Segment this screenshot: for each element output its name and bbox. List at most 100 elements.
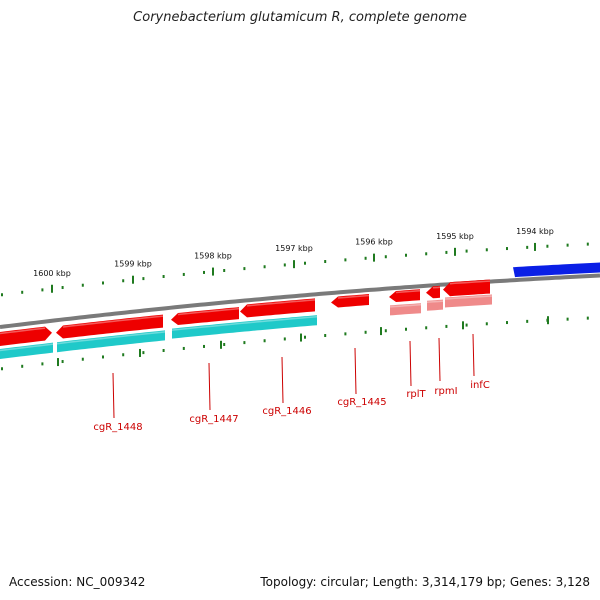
kbp-tick-label: 1597 kbp: [275, 244, 313, 253]
leader-line: [354, 347, 357, 395]
minor-tick: [203, 270, 205, 274]
gene-label[interactable]: infC: [470, 380, 490, 391]
minor-tick: [526, 319, 529, 323]
minor-tick: [102, 281, 104, 285]
major-tick: [380, 327, 382, 336]
major-tick: [373, 253, 375, 262]
rna-gene-track: [389, 294, 493, 316]
minor-tick: [324, 260, 327, 264]
minor-tick: [263, 339, 266, 343]
leader-line: [409, 340, 412, 387]
gene-label[interactable]: cgR_1447: [189, 414, 238, 425]
minor-tick: [364, 330, 367, 334]
minor-tick: [263, 265, 266, 269]
major-tick: [300, 333, 302, 342]
major-tick: [212, 267, 214, 276]
minor-tick: [566, 243, 569, 247]
minor-tick: [445, 250, 448, 254]
gene-block-light[interactable]: [389, 303, 421, 316]
gene-label-group: cgR_1448 cgR_1447 cgR_1446 cgR_1445 rplT rpmI…: [93, 333, 490, 433]
gene-block[interactable]: [0, 326, 52, 346]
minor-tick: [485, 322, 488, 326]
minor-tick: [1, 293, 3, 297]
minor-tick: [384, 329, 387, 333]
minor-tick: [445, 324, 448, 328]
cds-block[interactable]: [56, 330, 166, 353]
minor-tick: [223, 342, 226, 346]
gene-block[interactable]: [56, 314, 164, 339]
leader-line: [208, 362, 211, 411]
minor-tick: [182, 346, 185, 350]
minor-tick: [304, 261, 306, 265]
minor-tick: [546, 244, 549, 248]
minor-tick: [566, 317, 569, 321]
genome-summary: Topology: circular; Length: 3,314,179 bp…: [260, 575, 590, 589]
leader-line: [438, 337, 441, 382]
minor-tick: [586, 242, 589, 246]
major-tick: [462, 321, 464, 330]
kbp-tick-label: 1596 kbp: [355, 238, 393, 247]
kbp-tick-label: 1600 kbp: [33, 269, 71, 278]
gene-block-light[interactable]: [426, 299, 444, 311]
gene-block[interactable]: [240, 298, 316, 318]
gene-block[interactable]: [389, 289, 421, 302]
minor-tick: [81, 357, 84, 361]
leader-line: [281, 356, 284, 404]
gene-label[interactable]: cgR_1446: [262, 406, 311, 417]
kbp-tick-label: 1599 kbp: [114, 260, 152, 269]
major-tick: [220, 340, 222, 349]
kbp-tick-label: 1594 kbp: [516, 227, 554, 236]
minor-tick: [142, 351, 145, 355]
cds-block[interactable]: [171, 315, 318, 339]
minor-tick: [142, 277, 145, 281]
accession-label: Accession: NC_009342: [9, 575, 146, 589]
gene-block[interactable]: [331, 294, 370, 308]
gene-block[interactable]: [426, 285, 441, 299]
cds-block[interactable]: [0, 342, 54, 359]
major-tick: [51, 284, 53, 293]
major-tick: [454, 247, 456, 256]
minor-tick: [61, 360, 64, 364]
minor-tick: [61, 286, 64, 290]
minor-tick: [243, 267, 246, 271]
minor-tick: [465, 323, 468, 327]
minor-tick: [162, 275, 165, 279]
minor-tick: [182, 272, 185, 276]
minor-tick: [21, 290, 24, 294]
kbp-tick-label: 1595 kbp: [436, 232, 474, 241]
kbp-label-group: 1600 kbp 1599 kbp 1598 kbp 1597 kbp 1596 kbp…: [33, 227, 554, 278]
inner-tick-track: [1, 316, 589, 371]
minor-tick: [162, 349, 165, 353]
minor-tick: [425, 326, 428, 330]
forward-gene-track: [0, 279, 491, 346]
major-tick: [534, 242, 536, 251]
minor-tick: [485, 248, 488, 252]
gene-block[interactable]: [171, 307, 240, 325]
minor-tick: [41, 288, 44, 292]
minor-tick: [344, 332, 347, 336]
minor-tick: [122, 353, 125, 357]
gene-label[interactable]: rplT: [406, 389, 426, 400]
major-tick: [132, 275, 134, 284]
minor-tick: [506, 321, 508, 325]
gene-label[interactable]: rpmI: [434, 386, 457, 397]
major-tick: [547, 316, 549, 325]
minor-tick: [243, 341, 246, 345]
minor-tick: [203, 344, 205, 348]
minor-tick: [506, 247, 508, 251]
minor-tick: [283, 263, 286, 267]
minor-tick: [122, 279, 125, 283]
gene-label[interactable]: cgR_1448: [93, 422, 142, 433]
gene-label[interactable]: cgR_1445: [337, 397, 386, 408]
genome-backbone: [0, 273, 600, 329]
minor-tick: [1, 367, 3, 371]
outer-tick-track: [1, 242, 589, 297]
minor-tick: [344, 258, 347, 262]
minor-tick: [81, 283, 84, 287]
gene-block[interactable]: [443, 279, 491, 297]
minor-tick: [405, 327, 407, 331]
blue-feature-band[interactable]: [513, 262, 600, 278]
gene-block-light[interactable]: [444, 294, 493, 308]
minor-tick: [364, 256, 367, 260]
